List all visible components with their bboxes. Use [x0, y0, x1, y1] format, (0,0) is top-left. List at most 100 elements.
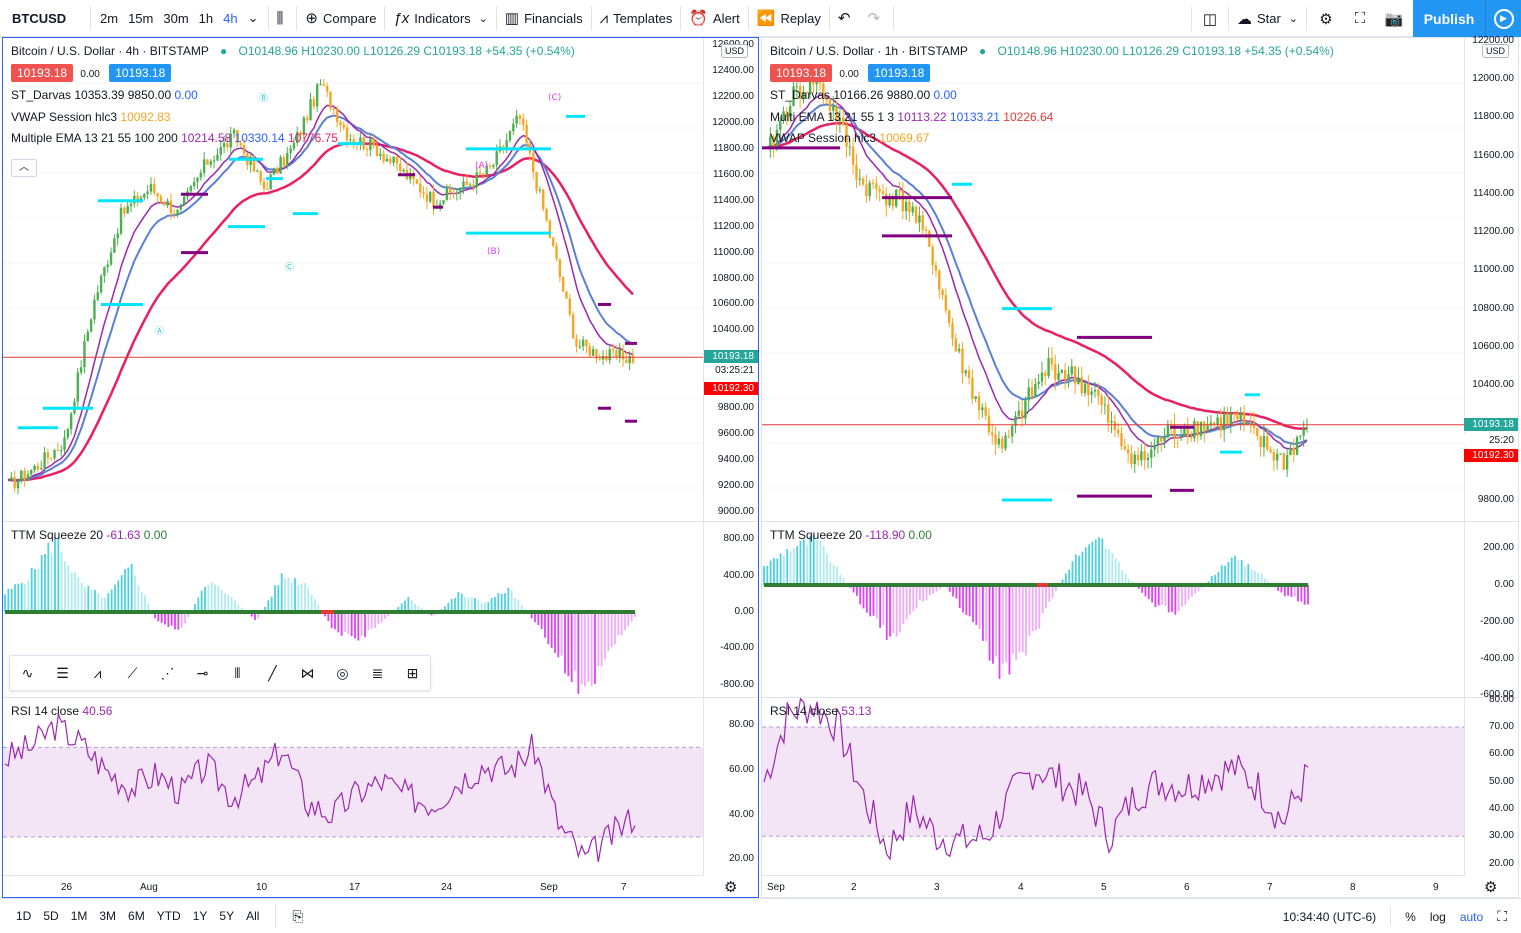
squeeze-chart-canvas[interactable] — [3, 522, 758, 698]
percent-toggle[interactable]: % — [1405, 909, 1416, 924]
interval-4h[interactable]: 4h — [223, 10, 238, 26]
horizontal-ray-icon[interactable]: ⊸ — [196, 664, 209, 681]
vertical-lines-icon[interactable]: ⫴ — [234, 664, 241, 681]
squeeze-axis[interactable]: 800.00 400.00 0.00 -400.00 -800.00 — [703, 522, 758, 698]
range-6m[interactable]: 6M — [128, 909, 145, 923]
clock[interactable]: 10:34:40 (UTC-6) — [1282, 909, 1377, 924]
abc-pattern-icon[interactable]: ∿ — [21, 664, 34, 681]
replay-button[interactable]: ⏪ Replay — [751, 0, 827, 37]
trend-line-icon[interactable]: ⟋ — [127, 664, 138, 681]
play-button[interactable]: ▶ — [1485, 0, 1521, 37]
price-pane[interactable]: Bitcoin / U.S. Dollar · 1h · BITSTAMP ● … — [762, 35, 1518, 521]
indicator-row[interactable]: Multi EMA 13 21 55 1 3 10113.22 10133.21… — [770, 107, 1334, 129]
split-layout-icon: ◫ — [1202, 10, 1218, 28]
range-5d[interactable]: 5D — [43, 909, 59, 923]
squeeze-signal: 0.00 — [908, 528, 932, 542]
templates-button[interactable]: ⩘ Templates — [594, 0, 679, 37]
indicator-row[interactable]: ST_Darvas 10166.26 9880.00 0.00 — [770, 85, 1334, 107]
publish-button[interactable]: Publish — [1413, 0, 1485, 37]
rsi-chart-canvas[interactable] — [762, 698, 1518, 876]
measure-icon[interactable]: ⊞ — [406, 664, 419, 681]
range-5y[interactable]: 5Y — [219, 909, 235, 923]
rsi-axis[interactable]: 80.00 70.00 60.00 50.00 40.00 30.00 20.00 — [1464, 694, 1518, 876]
right-chart[interactable]: Bitcoin / U.S. Dollar · 1h · BITSTAMP ● … — [761, 35, 1519, 898]
chart-type-button[interactable]: ⫼ — [271, 0, 295, 37]
candle-body — [611, 349, 615, 351]
rsi-chart-canvas[interactable] — [3, 698, 758, 876]
range-ytd[interactable]: YTD — [156, 909, 181, 923]
sell-button[interactable]: 10193.18 — [770, 63, 833, 82]
horizontal-lines-icon[interactable]: ☰ — [56, 664, 69, 681]
collapse-legend-button[interactable]: ︿ — [11, 159, 37, 177]
save-layout-button[interactable]: ☁ Star ⌄ — [1231, 0, 1304, 37]
indicator-row[interactable]: VWAP Session hlc3 10092.83 — [11, 107, 575, 129]
auto-scale-toggle[interactable]: auto — [1459, 909, 1484, 924]
price-chart-canvas[interactable]: Ⓐ Ⓑ Ⓒ (A) (B) (C) — [3, 38, 758, 521]
price-axis[interactable]: 12000.00 11800.00 11600.00 11400.00 11200.00… — [1464, 35, 1518, 521]
range-all[interactable]: All — [246, 909, 260, 923]
squeeze-pane[interactable]: TTM Squeeze 20 -118.90 0.00 200.00 0.00 -2… — [762, 521, 1518, 700]
interval-1h[interactable]: 1h — [198, 10, 214, 26]
pattern-icon[interactable]: ⋈ — [300, 664, 315, 681]
time-axis[interactable]: Sep 2 3 4 5 6 7 8 9 — [762, 875, 1464, 897]
time-tick-label: 26 — [61, 882, 73, 893]
gear-icon[interactable]: ⚙ — [724, 879, 738, 896]
squeeze-chart-canvas[interactable] — [762, 522, 1518, 698]
fib-retracement-icon[interactable]: ≣ — [371, 664, 384, 681]
interval-15m[interactable]: 15m — [128, 10, 154, 26]
snapshot-button[interactable]: 📷 — [1377, 0, 1411, 37]
range-1y[interactable]: 1Y — [192, 909, 208, 923]
gear-icon[interactable]: ⚙ — [1484, 879, 1498, 896]
currency-label[interactable]: USD — [1482, 44, 1510, 58]
undo-button[interactable]: ↶ — [832, 0, 862, 37]
layout-button[interactable]: ◫ — [1194, 0, 1226, 37]
squeeze-pane[interactable]: TTM Squeeze 20 -61.63 0.00 800.00 400.00 0… — [3, 521, 758, 698]
fullscreen-icon[interactable]: ⛶ — [1497, 908, 1507, 924]
redo-button[interactable]: ↷ — [861, 0, 891, 37]
sell-button[interactable]: 10193.18 — [11, 63, 74, 82]
interval-2m[interactable]: 2m — [100, 10, 119, 26]
candle-body — [1103, 404, 1107, 406]
squeeze-axis[interactable]: 200.00 0.00 -200.00 -400.00 -600.00 — [1464, 522, 1518, 700]
price-pane[interactable]: Ⓐ Ⓑ Ⓒ (A) (B) (C) Bitcoin / U.S. Dollar · 4h … — [3, 38, 758, 521]
squeeze-bar — [792, 548, 795, 585]
range-3m[interactable]: 3M — [99, 909, 117, 923]
compare-button[interactable]: ⊕ Compare — [299, 0, 382, 37]
indicators-button[interactable]: ƒx Indicators ⌄ — [387, 0, 493, 37]
buy-button[interactable]: 10193.18 — [868, 63, 931, 82]
line-icon[interactable]: ╱ — [268, 664, 277, 681]
calendar-goto-icon[interactable]: ⎘ — [292, 907, 304, 924]
candle-body — [1222, 413, 1226, 431]
candle-body — [1193, 421, 1196, 439]
spiral-icon[interactable]: ◎ — [336, 664, 349, 681]
candle-body — [1302, 429, 1305, 436]
price-chart-canvas[interactable] — [762, 38, 1518, 521]
rsi-pane[interactable]: RSI 14 close 53.13 80.00 70.00 60.00 50.00 4… — [762, 694, 1518, 876]
financials-button[interactable]: ▥ Financials — [499, 0, 589, 37]
candle-body — [515, 115, 518, 124]
buy-button[interactable]: 10193.18 — [109, 63, 172, 82]
log-toggle[interactable]: log — [1429, 909, 1446, 924]
alert-button[interactable]: ⏰ Alert — [683, 0, 745, 37]
price-axis[interactable]: 12400.00 12200.00 12000.00 11800.00 11600.00… — [703, 38, 758, 521]
rsi-axis[interactable]: 80.00 60.00 40.00 20.00 — [703, 698, 758, 876]
fullscreen-button[interactable]: ⛶ — [1343, 0, 1377, 37]
fib-fan-icon[interactable]: ⋰ — [160, 664, 175, 681]
squeeze-bar — [354, 612, 356, 639]
rsi-pane[interactable]: RSI 14 close 40.56 80.00 60.00 40.00 20.00 — [3, 697, 758, 876]
currency-label[interactable]: USD — [721, 44, 749, 58]
elliott-wave-icon[interactable]: ⩘ — [93, 664, 102, 681]
chevron-down-icon[interactable]: ⌄ — [247, 10, 259, 25]
indicator-row[interactable]: Multiple EMA 13 21 55 100 200 10214.58 1… — [11, 128, 575, 150]
time-axis[interactable]: 26 Aug 10 17 24 Sep 7 — [3, 875, 703, 897]
indicator-row[interactable]: VWAP Session hlc3 10069.67 — [770, 128, 1334, 150]
symbol-search[interactable]: BTCUSD — [12, 10, 67, 26]
settings-button[interactable]: ⚙ — [1309, 0, 1343, 37]
left-chart[interactable]: Ⓐ Ⓑ Ⓒ (A) (B) (C) Bitcoin / U.S. Dollar · 4h … — [2, 37, 759, 898]
range-1m[interactable]: 1M — [70, 909, 88, 923]
interval-30m[interactable]: 30m — [163, 10, 189, 26]
range-1d[interactable]: 1D — [16, 909, 32, 923]
indicator-row[interactable]: ST_Darvas 10353.39 9850.00 0.00 — [11, 85, 575, 107]
candle-body — [332, 108, 335, 110]
squeeze-bar — [57, 538, 60, 612]
